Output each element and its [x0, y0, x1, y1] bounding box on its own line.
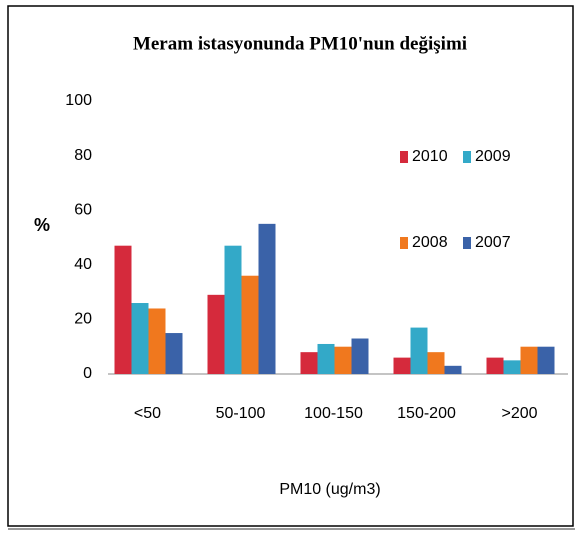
y-tick-label: 0	[83, 365, 92, 382]
legend-swatch	[400, 151, 408, 163]
x-tick-label: <50	[134, 405, 161, 422]
y-tick-label: 80	[74, 147, 92, 164]
frame	[7, 5, 574, 527]
y-tick-label: 40	[74, 256, 92, 273]
bar	[224, 245, 242, 374]
x-axis-label: PM10 (ug/m3)	[279, 481, 380, 498]
x-tick-label: >200	[501, 405, 537, 422]
bar	[300, 352, 318, 374]
legend-label: 2009	[475, 148, 511, 165]
bar	[503, 360, 521, 374]
bar	[351, 338, 369, 374]
bar	[537, 346, 555, 374]
y-tick-label: 20	[74, 311, 92, 328]
bar	[334, 346, 352, 374]
legend-swatch	[463, 237, 471, 249]
chart-title: Meram istasyonunda PM10'nun değişimi	[133, 33, 467, 54]
bar	[427, 352, 445, 374]
x-tick-label: 50-100	[216, 405, 266, 422]
legend-label: 2008	[412, 234, 448, 251]
bar	[207, 294, 225, 374]
bar	[114, 245, 132, 374]
legend-label: 2007	[475, 234, 511, 251]
y-axis-label: %	[34, 215, 50, 235]
y-tick-label: 100	[65, 92, 92, 109]
bar	[148, 308, 166, 374]
bar	[258, 223, 276, 374]
bar	[486, 357, 504, 374]
y-tick-label: 60	[74, 201, 92, 218]
legend-swatch	[463, 151, 471, 163]
bar	[444, 365, 462, 374]
legend-label: 2010	[412, 148, 448, 165]
bar	[241, 275, 259, 374]
legend-swatch	[400, 237, 408, 249]
x-tick-label: 100-150	[304, 405, 363, 422]
bar	[317, 343, 335, 374]
bar	[165, 333, 183, 374]
bar	[131, 303, 149, 374]
x-tick-label: 150-200	[397, 405, 456, 422]
bar	[410, 327, 428, 374]
bar	[520, 346, 538, 374]
bar	[393, 357, 411, 374]
